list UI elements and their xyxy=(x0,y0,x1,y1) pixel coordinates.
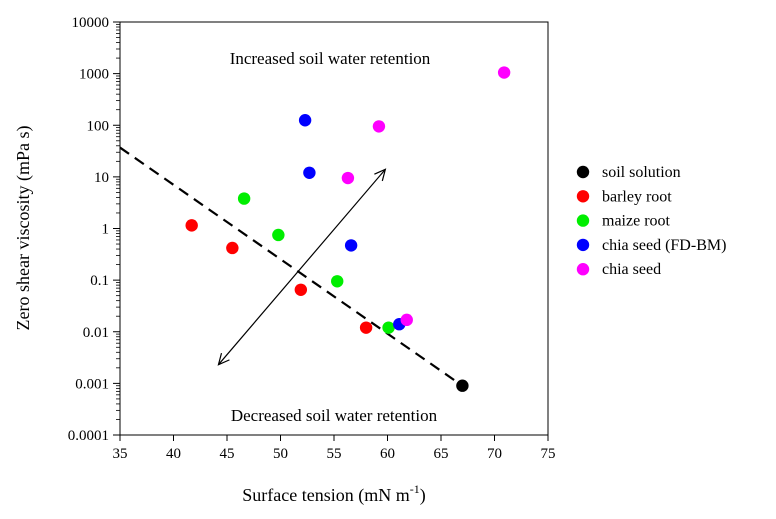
legend: soil solution barley root maize root chia s… xyxy=(576,164,726,278)
point-soil-solution xyxy=(456,379,469,392)
plot-frame xyxy=(119,21,549,436)
y-tick-label: 10000 xyxy=(72,15,110,31)
point-barley-root xyxy=(294,283,308,296)
x-tick-label: 50 xyxy=(273,446,288,462)
trend-line xyxy=(119,146,464,387)
y-axis-label: Zero shear viscosity (mPa s) xyxy=(13,126,34,331)
point-chia-seed xyxy=(400,313,413,327)
legend-label-chia-seed-fd-bm: chia seed (FD-BM) xyxy=(602,237,726,254)
x-axis-label: Surface tension (mN m-1) xyxy=(242,482,425,506)
legend-label-chia-seed: chia seed xyxy=(602,261,661,278)
legend-marker-maize-root xyxy=(576,214,590,227)
point-barley-root xyxy=(359,321,373,334)
x-tick-label: 35 xyxy=(113,446,128,462)
arrow-head-up xyxy=(374,168,387,182)
y-tick-label: 0.001 xyxy=(75,376,109,392)
legend-label-barley-root: barley root xyxy=(602,188,672,205)
point-chia-seed xyxy=(341,171,355,185)
y-tick-label: 1000 xyxy=(79,67,109,83)
annotation-increased: Increased soil water retention xyxy=(230,49,431,68)
legend-marker-chia-seed-fd-bm xyxy=(576,238,590,252)
point-maize-root xyxy=(331,275,344,288)
arrow-head-down xyxy=(217,352,230,366)
legend-label-soil-solution: soil solution xyxy=(602,164,681,181)
x-tick-label: 45 xyxy=(220,446,235,462)
arrow-shaft xyxy=(217,168,386,366)
point-chia-seed-fd-bm xyxy=(344,239,358,252)
x-axis: 35 40 45 50 55 60 65 70 75 xyxy=(113,435,556,462)
point-chia-seed xyxy=(372,120,386,133)
point-chia-seed xyxy=(497,66,511,79)
x-tick-label: 40 xyxy=(166,446,181,462)
y-tick-label: 1 xyxy=(102,222,110,238)
y-tick-label: 0.0001 xyxy=(68,428,109,444)
point-chia-seed-fd-bm xyxy=(303,166,316,179)
data-points xyxy=(185,66,511,392)
legend-marker-soil-solution xyxy=(576,165,590,179)
point-barley-root xyxy=(185,219,198,232)
legend-label-maize-root: maize root xyxy=(602,213,671,230)
legend-marker-chia-seed xyxy=(576,263,590,276)
y-tick-label: 10 xyxy=(94,170,109,186)
point-barley-root xyxy=(226,241,239,255)
double-arrow xyxy=(217,168,387,366)
annotation-decreased: Decreased soil water retention xyxy=(231,406,438,425)
x-tick-label: 55 xyxy=(327,446,342,462)
y-tick-label: 100 xyxy=(87,118,110,134)
y-axis: 0.0001 0.001 0.01 0.1 1 10 100 1000 10000 xyxy=(68,15,120,444)
point-maize-root xyxy=(237,192,251,205)
point-maize-root xyxy=(272,228,285,242)
x-tick-label: 60 xyxy=(380,446,395,462)
x-tick-label: 75 xyxy=(541,446,556,462)
point-maize-root xyxy=(382,321,395,334)
trend-line-segment xyxy=(119,146,464,387)
legend-marker-barley-root xyxy=(576,190,590,203)
y-tick-label: 0.1 xyxy=(90,273,109,289)
x-tick-label: 65 xyxy=(434,446,449,462)
point-chia-seed-fd-bm xyxy=(298,114,312,127)
y-tick-label: 0.01 xyxy=(83,325,109,341)
x-tick-label: 70 xyxy=(487,446,502,462)
